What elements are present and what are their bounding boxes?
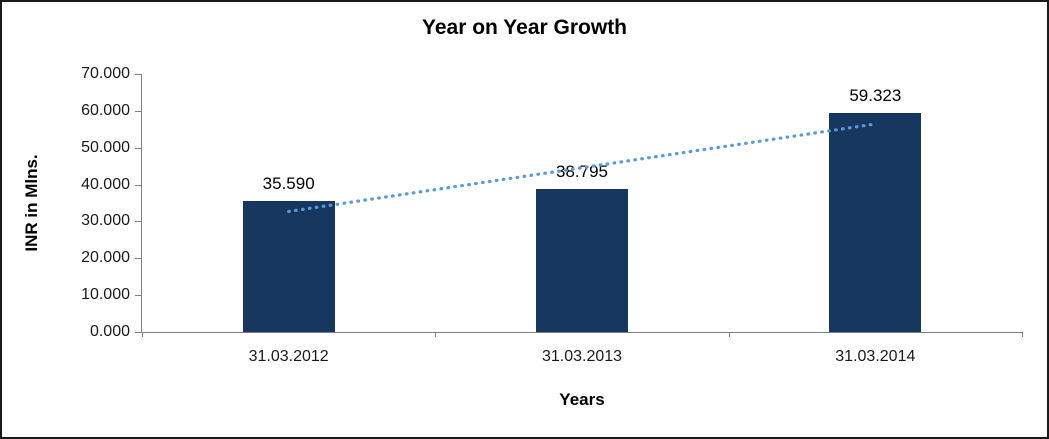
y-tick-label: 60.000 xyxy=(81,101,130,119)
y-axis-title: INR in Mlns. xyxy=(22,154,41,252)
y-tick-label: 30.000 xyxy=(81,212,130,230)
bar-value-label: 59.323 xyxy=(849,86,902,106)
bar xyxy=(536,189,628,332)
y-tick-mark xyxy=(135,295,142,297)
y-tick-label: 70.000 xyxy=(81,65,130,82)
bar xyxy=(242,200,335,332)
y-tick-mark xyxy=(135,221,142,223)
x-category-label: 31.03.2012 xyxy=(248,348,329,365)
bar-value-label: 38.795 xyxy=(556,162,608,181)
x-tick-mark xyxy=(435,332,437,337)
x-tick-mark xyxy=(728,332,730,337)
x-category-label: 31.03.2014 xyxy=(835,348,916,365)
y-tick-label: 0.000 xyxy=(89,323,130,340)
x-axis-title: Years xyxy=(559,390,605,409)
bar-value-label: 35.590 xyxy=(262,173,315,193)
y-tick-label: 50.000 xyxy=(81,138,130,156)
y-tick-label: 20.000 xyxy=(81,249,130,267)
x-tick-mark xyxy=(1022,332,1023,337)
bar xyxy=(829,113,922,332)
y-axis-line xyxy=(141,74,142,333)
y-tick-mark xyxy=(135,74,142,75)
y-tick-label: 40.000 xyxy=(81,175,130,193)
y-tick-mark xyxy=(135,258,142,260)
y-tick-mark xyxy=(135,184,142,186)
y-tick-mark xyxy=(135,110,142,112)
x-tick-mark xyxy=(142,332,143,337)
chart-title: Year on Year Growth xyxy=(421,16,628,39)
x-category-label: 31.03.2013 xyxy=(541,348,623,365)
y-tick-mark xyxy=(135,332,142,333)
y-tick-mark xyxy=(135,147,142,149)
x-axis-line xyxy=(142,332,1022,333)
y-tick-label: 10.000 xyxy=(81,286,130,304)
